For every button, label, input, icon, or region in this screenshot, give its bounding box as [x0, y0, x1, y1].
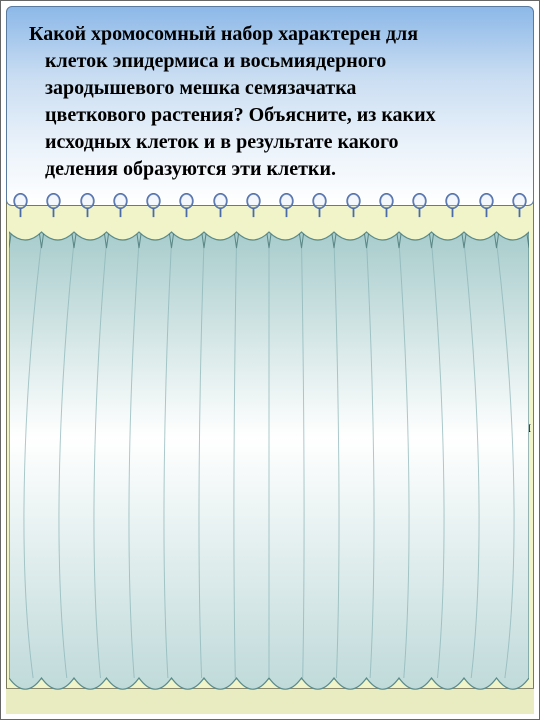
text-line: зародышевого мешка семязачатка	[29, 75, 511, 102]
curtain-ring-icon	[11, 193, 30, 218]
curtain-svg	[9, 216, 529, 696]
curtain-ring-icon	[111, 193, 130, 218]
curtain-ring-icon	[144, 193, 163, 218]
text-line: цветкового растения? Объясните, из каких	[29, 102, 511, 129]
curtain-ring-icon	[510, 193, 529, 218]
page-container: Какой хромосомный набор характерен для к…	[0, 0, 540, 720]
curtain-ring-icon	[44, 193, 63, 218]
curtain-ring-icon	[477, 193, 496, 218]
question-header: Какой хромосомный набор характерен для к…	[6, 6, 534, 206]
curtain-ring-icon	[244, 193, 263, 218]
text-line: клеток эпидермиса и восьмиядерного	[29, 48, 511, 75]
curtain-ring-icon	[377, 193, 396, 218]
curtain-ring-icon	[277, 193, 296, 218]
curtain-ring-icon	[344, 193, 363, 218]
curtain-ring-icon	[78, 193, 97, 218]
curtain-ring-icon	[211, 193, 230, 218]
text-line: деления образуются эти клетки.	[29, 156, 511, 183]
curtain-ring-icon	[410, 193, 429, 218]
curtain-ring-icon	[177, 193, 196, 218]
curtain-ring-icon	[310, 193, 329, 218]
text-line: Какой хромосомный набор характерен для	[29, 21, 511, 48]
curtain-ring-icon	[443, 193, 462, 218]
question-text: Какой хромосомный набор характерен для к…	[29, 21, 511, 183]
text-line: исходных клеток и в результате какого	[29, 129, 511, 156]
